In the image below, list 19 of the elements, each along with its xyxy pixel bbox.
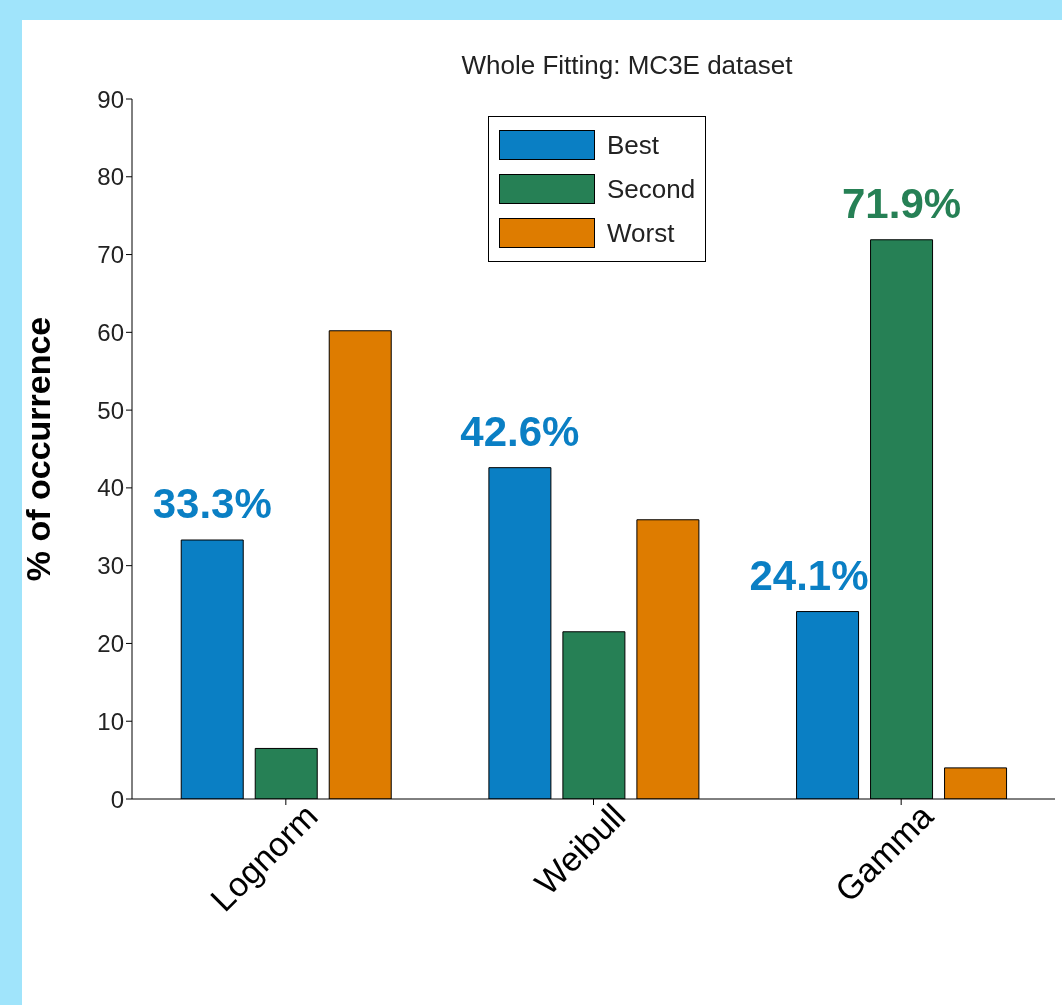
legend-label: Second	[607, 173, 696, 205]
legend-label: Worst	[607, 217, 675, 249]
y-tick-label: 40	[97, 474, 124, 502]
data-label: 71.9%	[842, 179, 962, 227]
y-tick-label: 90	[97, 85, 124, 113]
y-tick-label: 70	[97, 241, 124, 269]
chart-title: Whole Fitting: MC3E dataset	[460, 50, 794, 81]
legend-label: Best	[607, 129, 660, 161]
y-tick-label: 0	[110, 785, 124, 813]
data-label: 33.3%	[152, 480, 272, 527]
y-tick-label: 80	[97, 163, 124, 191]
y-axis-title: % of occurrence	[19, 316, 58, 582]
data-label: 24.1%	[749, 551, 869, 599]
y-tick-label: 60	[97, 318, 124, 346]
y-tick-label: 30	[97, 552, 124, 580]
data-label: 42.6%	[460, 407, 580, 455]
y-tick-label: 50	[97, 396, 124, 424]
y-tick-label: 10	[97, 707, 124, 735]
y-tick-label: 20	[97, 629, 124, 657]
